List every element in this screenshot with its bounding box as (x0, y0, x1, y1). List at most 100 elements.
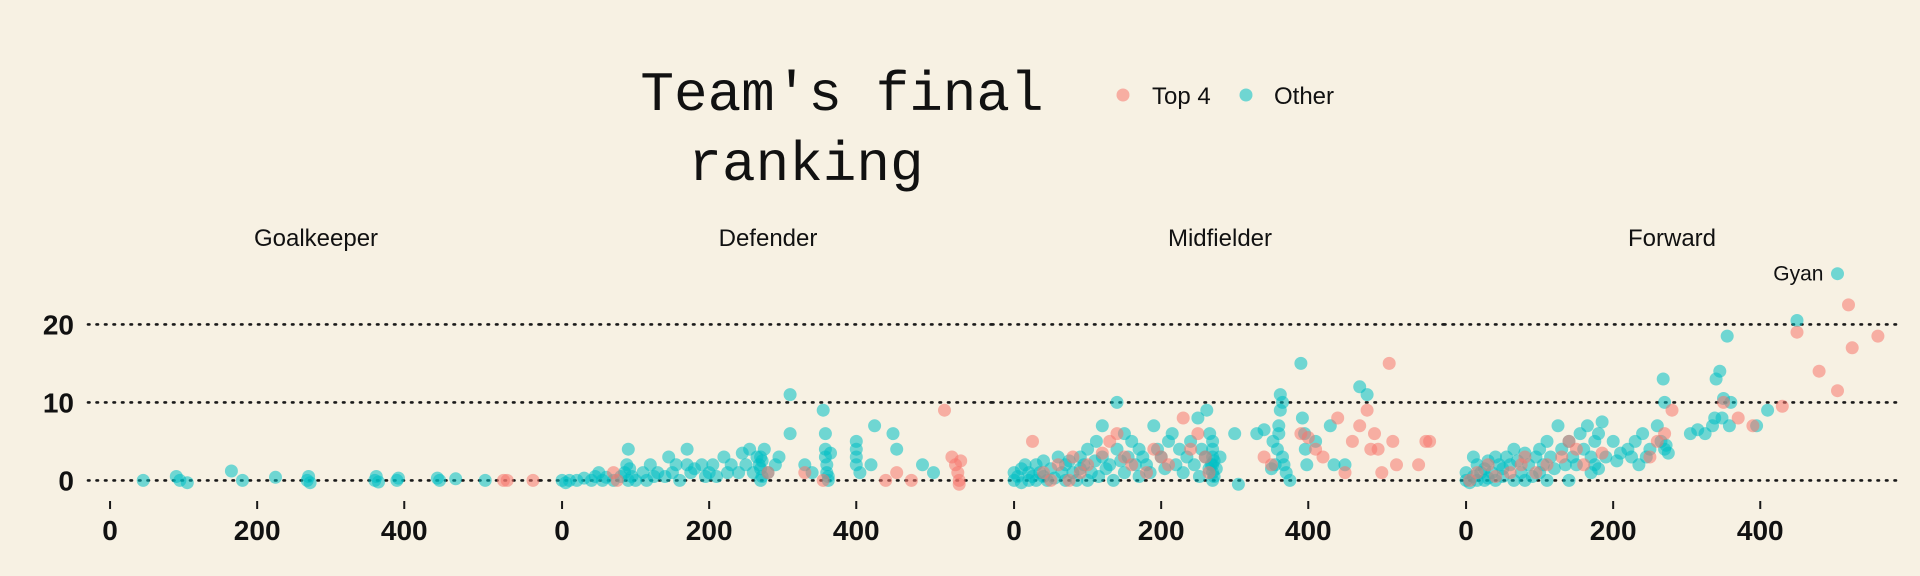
data-point (500, 473, 514, 487)
data-point (1382, 356, 1396, 370)
data-point (1140, 466, 1153, 480)
data-point (610, 473, 624, 487)
data-point (1206, 434, 1220, 448)
series-top-4 (497, 473, 540, 487)
data-point (1577, 458, 1591, 472)
data-point (1812, 364, 1826, 378)
data-point (224, 464, 238, 478)
data-point (1228, 427, 1242, 441)
data-point (1470, 466, 1484, 480)
panel-defender: Defender 0 200 400 (538, 225, 998, 546)
data-point (1503, 466, 1517, 480)
data-point (673, 473, 687, 487)
data-point (1200, 403, 1214, 417)
data-point (1191, 411, 1205, 425)
data-point (1184, 442, 1198, 456)
data-point (1147, 419, 1161, 433)
data-point (1540, 473, 1554, 487)
x-tick-label: 400 (833, 515, 880, 546)
data-point (1110, 395, 1124, 409)
data-point (1489, 470, 1502, 483)
x-tick-label: 200 (234, 515, 281, 546)
data-point (1360, 403, 1374, 417)
data-point (783, 388, 797, 402)
data-point (1412, 458, 1426, 472)
data-point (1540, 458, 1554, 472)
data-point (236, 473, 249, 487)
x-tick-label: 400 (381, 515, 428, 546)
data-point (1265, 458, 1278, 472)
data-point (952, 477, 966, 491)
data-point (1062, 473, 1076, 487)
data-point (1125, 458, 1139, 472)
data-point (1368, 427, 1381, 441)
data-point (1176, 411, 1190, 425)
data-point (1176, 466, 1190, 480)
data-point (816, 403, 830, 417)
data-point (1327, 458, 1341, 472)
data-point (1775, 399, 1789, 413)
data-point (853, 466, 867, 480)
data-point (1110, 427, 1124, 441)
data-point (1790, 314, 1804, 327)
data-point (1562, 473, 1576, 487)
data-point (798, 466, 812, 480)
data-point (1283, 473, 1297, 487)
chart-title-line-2: ranking (688, 133, 923, 197)
data-point (1165, 427, 1179, 441)
data-point (1717, 395, 1730, 409)
data-point (816, 473, 830, 487)
data-point (890, 442, 904, 456)
data-point (1051, 458, 1065, 472)
y-tick-label: 0 (58, 465, 74, 496)
data-point (1713, 364, 1727, 378)
data-point (1231, 477, 1245, 491)
x-tick-label: 0 (1458, 515, 1474, 546)
data-point (1191, 427, 1205, 441)
series-top-4 (1463, 298, 1885, 487)
data-point (755, 454, 769, 468)
data-point (1386, 434, 1400, 448)
data-point (136, 473, 150, 487)
data-point (1301, 431, 1315, 444)
x-tick-label: 200 (1138, 515, 1185, 546)
panel-forward: Forward 0 200 400 (1442, 225, 1902, 546)
data-point (1331, 411, 1345, 425)
facet-label: Defender (719, 225, 818, 252)
legend-entry-2: Other (1239, 83, 1334, 110)
data-point (1345, 434, 1359, 448)
data-point (372, 475, 385, 489)
data-point (1842, 298, 1855, 312)
annotation-label: Gyan (1773, 263, 1823, 286)
data-point (1606, 434, 1620, 448)
data-point (818, 427, 832, 441)
x-tick-label: 200 (686, 515, 733, 546)
data-point (269, 470, 282, 484)
data-point (1338, 466, 1352, 480)
data-point (433, 473, 447, 487)
series-top-4 (1026, 356, 1437, 487)
data-point (1298, 442, 1312, 456)
panel-midfielder: Midfielder 0 200 400 (990, 225, 1450, 546)
data-point (927, 466, 940, 480)
data-point (1529, 466, 1543, 480)
data-point (1507, 442, 1521, 456)
chart-title: Team's final ranking (640, 63, 1043, 197)
data-point (868, 419, 882, 433)
legend-marker (1239, 88, 1253, 102)
data-point (449, 472, 463, 486)
data-point (706, 458, 720, 472)
data-point (1423, 434, 1437, 448)
data-point (1790, 325, 1804, 339)
data-point (1569, 442, 1583, 456)
data-point (916, 458, 929, 472)
x-tick-label: 400 (1737, 515, 1784, 546)
facet-label: Forward (1628, 225, 1716, 252)
data-point (1720, 329, 1734, 343)
data-point (938, 403, 951, 417)
data-point (1081, 458, 1095, 472)
data-point (1580, 419, 1594, 433)
